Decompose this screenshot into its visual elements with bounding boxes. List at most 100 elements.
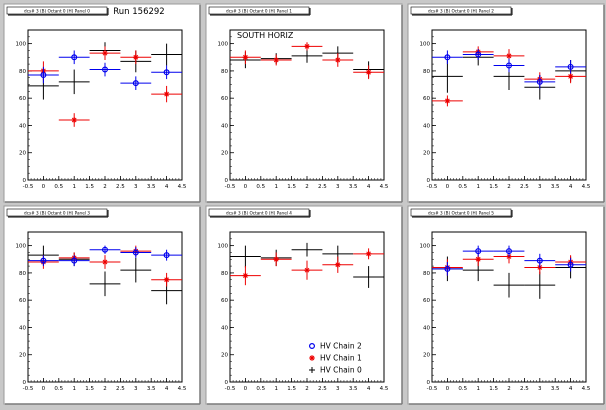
chart-legend: HV Chain 2 HV Chain 1 HV Chain 0 [308, 342, 362, 375]
x-tick-label: 2.5 [318, 184, 327, 190]
y-tick-label: 0 [225, 178, 229, 184]
data-point [151, 249, 182, 261]
y-tick-label: 80 [19, 69, 26, 75]
y-tick-label: 100 [16, 244, 27, 250]
y-tick-label: 20 [19, 353, 26, 359]
y-tick-label: 80 [19, 271, 26, 277]
y-tick-label: 60 [19, 298, 26, 304]
data-point [151, 43, 182, 66]
data-point [555, 60, 586, 74]
chart-marker-star [309, 355, 315, 361]
data-point [353, 65, 384, 80]
chart-marker-star [102, 259, 108, 265]
x-tick-label: 1.5 [85, 386, 94, 392]
x-tick-label: 1 [72, 386, 76, 392]
data-point [230, 245, 261, 268]
y-tick-label: 60 [423, 96, 430, 102]
chart-marker-circle [132, 249, 139, 256]
x-tick-label: 1.5 [489, 184, 498, 190]
pad-title-box: dcs# 3 (B) Octant 0 (H) Panel 5 [410, 208, 513, 218]
x-tick-label: -0.5 [23, 184, 34, 190]
data-point [524, 253, 556, 268]
pad-title: dcs# 3 (B) Octant 0 (H) Panel 1 [226, 9, 292, 14]
y-tick-label: 80 [221, 271, 228, 277]
y-tick-label: 80 [221, 69, 228, 75]
data-point [432, 50, 463, 65]
chart-marker-star [304, 43, 310, 50]
x-tick-label: 4 [165, 386, 169, 392]
data-point [260, 54, 292, 66]
plot-annotation: SOUTH HORIZ [237, 31, 294, 40]
chart-marker-circle [444, 265, 451, 272]
x-tick-label: 3 [538, 184, 542, 190]
x-tick-label: 4.5 [582, 386, 591, 392]
chart-marker-circle [567, 261, 574, 268]
y-tick-label: 60 [423, 298, 430, 304]
x-tick-label: 3 [134, 386, 138, 392]
chart-marker-circle [101, 246, 108, 253]
x-tick-label: 1.5 [85, 184, 94, 190]
y-tick-label: 0 [23, 380, 27, 386]
pad-title-box: dcs# 3 (B) Octant 0 (H) Panel 1 [208, 6, 311, 16]
y-tick-label: 40 [19, 325, 26, 331]
data-point [120, 76, 152, 90]
chart-marker-star [365, 69, 372, 76]
data-point [555, 257, 586, 272]
data-point [151, 65, 182, 80]
x-tick-label: 3.5 [349, 386, 358, 392]
x-tick-label: 3 [336, 386, 340, 392]
pad-title-box: dcs# 3 (B) Octant 0 (H) Panel 4 [208, 208, 311, 218]
data-point [120, 247, 152, 258]
x-tick-label: 2 [305, 184, 309, 190]
y-tick-label: 40 [423, 325, 430, 331]
y-tick-label: 0 [225, 380, 229, 386]
x-tick-label: 1.5 [287, 184, 296, 190]
data-point [89, 271, 121, 297]
data-point [524, 271, 556, 299]
x-tick-label: 1 [72, 184, 76, 190]
chart-marker-circle [132, 80, 139, 87]
pad-background [205, 3, 403, 203]
chart-marker-circle [505, 248, 512, 255]
x-tick-label: 1 [476, 184, 480, 190]
pad-background [3, 205, 201, 405]
data-point [493, 58, 525, 73]
data-point [555, 69, 586, 84]
data-point [58, 69, 90, 95]
data-point [493, 245, 525, 257]
y-tick-label: 0 [427, 178, 431, 184]
x-tick-label: -0.5 [225, 184, 236, 190]
x-tick-label: 2.5 [318, 386, 327, 392]
x-tick-label: 3 [134, 184, 138, 190]
chart-marker-star [475, 256, 481, 263]
legend-item: HV Chain 0 [309, 366, 362, 375]
data-point [58, 255, 90, 267]
chart-marker-star [133, 54, 139, 61]
y-tick-label: 40 [423, 123, 430, 129]
data-point [353, 266, 384, 288]
x-tick-label: 4 [569, 386, 573, 392]
legend-label: HV Chain 2 [320, 342, 362, 351]
histogram-pad-0: dcs# 3 (B) Octant 0 (H) Panel 0-0.5 0 0.5 1… [3, 3, 201, 203]
x-tick-label: 4.5 [582, 184, 591, 190]
y-tick-label: 100 [16, 42, 27, 48]
y-tick-label: 20 [423, 353, 430, 359]
chart-marker-circle [536, 257, 543, 264]
chart-marker-star [102, 50, 108, 56]
y-tick-label: 60 [221, 298, 228, 304]
pad-background [205, 205, 403, 405]
chart-marker-star [71, 117, 77, 123]
data-point [151, 85, 182, 103]
y-tick-label: 0 [23, 178, 27, 184]
x-tick-label: 2.5 [116, 386, 125, 392]
data-point [462, 49, 494, 60]
x-tick-label: 3 [336, 184, 340, 190]
chart-marker-star [444, 98, 451, 104]
x-tick-label: 4.5 [178, 184, 187, 190]
data-point [230, 50, 261, 65]
chart-marker-circle [536, 78, 543, 85]
x-tick-label: 0 [42, 386, 46, 392]
chart-marker-star [163, 91, 170, 97]
data-point [291, 49, 323, 63]
x-tick-label: 0 [446, 386, 450, 392]
